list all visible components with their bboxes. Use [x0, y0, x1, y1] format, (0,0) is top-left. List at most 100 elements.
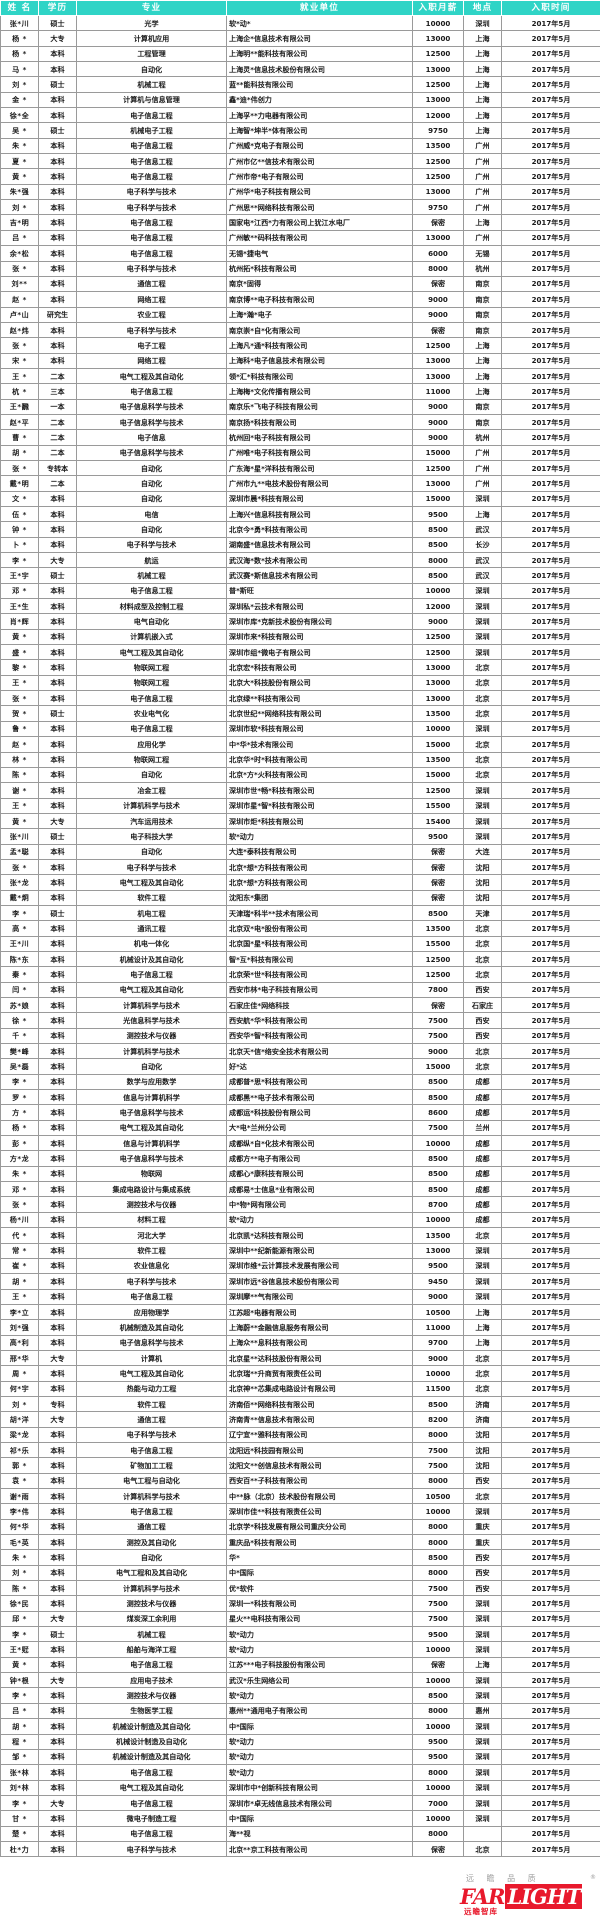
table-row[interactable]: 祁*乐 本科 电子信息工程 沈阳远*科技园有限公司 7500 沈阳 2017年5月 — [0, 1441, 600, 1459]
table-row[interactable]: 吕 * 本科 电子信息工程 广州敏**码科技有限公司 13000 广州 2017年5月 — [0, 229, 600, 247]
table-row[interactable]: 曹 * 二本 电子信息 杭州回*电子科技有限公司 9000 杭州 2017年5月 — [0, 429, 600, 446]
table-row[interactable]: 方*龙 本科 电子信息科学与技术 成都方**电子有限公司 8500 成都 2017年5月 — [0, 1150, 600, 1167]
table-row[interactable]: 王*飜 一本 电子信息科学与技术 南京乐*飞电子科技有限公司 9000 南京 2017年5月 — [0, 398, 600, 415]
table-row[interactable]: 戴*炯 本科 软件工程 沈阳东*集团 保密 沈阳 2017年5月 — [0, 889, 600, 906]
table-row[interactable]: 赵*平 二本 电子信息科学与技术 南京扬*科技有限公司 9000 南京 2017年5月 — [0, 413, 600, 431]
table-row[interactable]: 夏 * 本科 电子信息工程 广州市亿**信技术有限公司 12500 广州 2017年5月 — [0, 153, 600, 170]
table-row[interactable]: 崔 * 本科 农业信息化 深圳市维*云计算技术发展有限公司 9500 深圳 2017年5月 — [0, 1257, 600, 1275]
table-row[interactable]: 袁 * 本科 电气工程与自动化 西安百**子科技有限公司 8000 西安 2017年5月 — [0, 1472, 600, 1490]
table-row[interactable]: 彭 * 本科 信息与计算机科学 成都纵*自*化技术有限公司 10000 成都 2017年5月 — [0, 1135, 600, 1152]
table-row[interactable]: 何*宇 本科 热能与动力工程 北京神**芯集成电路设计有限公司 11500 北京 2017年… — [0, 1380, 600, 1397]
table-row[interactable]: 张*川 硕士 电子科技大学 软*动力 9500 深圳 2017年5月 — [0, 828, 600, 845]
table-row[interactable]: 张 * 本科 电子科学与技术 北京*想*方科技有限公司 保密 沈阳 2017年5月 — [0, 858, 600, 876]
column-header-education[interactable]: 学历 — [38, 0, 77, 16]
table-row[interactable]: 秦 * 本科 电子信息工程 北京荣*世*科技有限公司 12500 北京 2017年5月 — [0, 966, 600, 983]
table-row[interactable]: 王*川 本科 机电一体化 北京国*星*科技有限公司 15500 北京 2017年5月 — [0, 935, 600, 952]
table-row[interactable]: 李 * 大专 电子信息工程 深圳市*卓无线信息技术有限公司 7000 深圳 2017年5月 — [0, 1794, 600, 1812]
table-row[interactable]: 李 * 本科 数学与应用数学 成都普*思*科技有限公司 8500 成都 2017年5月 — [0, 1073, 600, 1091]
table-row[interactable]: 罗 * 本科 信息与计算机科学 成都黑**电子技术有限公司 8500 成都 2017年5月 — [0, 1089, 600, 1106]
table-row[interactable]: 李 * 硕士 机电工程 天津瑞*科半**技术有限公司 8500 天津 2017年5月 — [0, 904, 600, 922]
table-row[interactable]: 常 * 本科 软件工程 深圳中**纪新能源有限公司 13000 深圳 2017年5月 — [0, 1242, 600, 1259]
table-row[interactable]: 刘** 本科 通信工程 南京*固得 保密 南京 2017年5月 — [0, 275, 600, 293]
table-row[interactable]: 文 * 本科 自动化 深圳市晨*科技有限公司 15000 深圳 2017年5月 — [0, 490, 600, 508]
table-row[interactable]: 程 * 本科 机械设计制造及自动化 软*动力 9500 深圳 2017年5月 — [0, 1733, 600, 1750]
table-row[interactable]: 胡*洋 大专 通信工程 济南青**信息技术有限公司 8200 济南 2017年5月 — [0, 1411, 600, 1428]
table-row[interactable]: 梁*龙 本科 电子科学与技术 辽宁宜**雅科技有限公司 8000 沈阳 2017年5月 — [0, 1426, 600, 1443]
table-row[interactable]: 谢 * 本科 冶金工程 深圳市世*畅*科技有限公司 12500 深圳 2017年5月 — [0, 782, 600, 799]
table-row[interactable]: 杨*川 本科 材料工程 软*动力 10000 成都 2017年5月 — [0, 1211, 600, 1229]
table-row[interactable]: 肖*辉 本科 电气自动化 深圳市库*克新技术股份有限公司 9000 深圳 2017年5月 — [0, 613, 600, 630]
table-row[interactable]: 张 * 专转本 自动化 广东海*星*洋科技有限公司 12500 广州 2017年5月 — [0, 459, 600, 477]
table-row[interactable]: 卢*山 研究生 农业工程 上海*瀚*电子 9000 南京 2017年5月 — [0, 306, 600, 323]
table-row[interactable]: 李*立 本科 应用物理学 江苏超*电器有限公司 10500 上海 2017年5月 — [0, 1303, 600, 1321]
table-row[interactable]: 刘 * 硕士 机械工程 蓝**能科技有限公司 12500 上海 2017年5月 — [0, 76, 600, 93]
table-row[interactable]: 张 * 本科 电子信息工程 北京绿**科技有限公司 13000 北京 2017年5月 — [0, 690, 600, 707]
table-row[interactable]: 邓 * 本科 电子信息工程 普*斯旺 10000 深圳 2017年5月 — [0, 582, 600, 600]
table-row[interactable]: 郭 * 本科 矿物加工工程 沈阳文**创信息技术有限公司 7500 沈阳 2017年5月 — [0, 1457, 600, 1474]
table-row[interactable]: 楚 * 本科 电子信息工程 海**视 8000 2017年5月 — [0, 1825, 600, 1842]
column-header-employer[interactable]: 就业单位 — [226, 0, 413, 16]
table-row[interactable]: 刘 * 本科 电子科学与技术 广州思**网络科技有限公司 9750 广州 2017年5月 — [0, 199, 600, 216]
table-row[interactable]: 李 * 大专 航运 武汉海*数*技术有限公司 8000 武汉 2017年5月 — [0, 552, 600, 569]
table-row[interactable]: 赵*炜 本科 电子科学与技术 南京崇*自*化有限公司 保密 南京 2017年5月 — [0, 321, 600, 339]
table-row[interactable]: 张*川 硕士 光学 软*动* 10000 深圳 2017年5月 — [0, 14, 600, 32]
table-row[interactable]: 黄 * 大专 汽车运用技术 深圳市炬*科技有限公司 15400 深圳 2017年5月 — [0, 812, 600, 830]
table-row[interactable]: 杨 * 本科 电气工程及其自动化 大*电*兰州分公司 7500 兰州 2017年5月 — [0, 1119, 600, 1137]
table-row[interactable]: 黄 * 本科 计算机嵌入式 深圳市来*科技有限公司 12500 深圳 2017年5月 — [0, 628, 600, 646]
table-row[interactable]: 胡 * 二本 电子信息科学与技术 广州唯*电子科技有限公司 15000 广州 2017年5月 — [0, 444, 600, 461]
table-row[interactable]: 朱 * 本科 电子信息工程 广州威*克电子有限公司 13500 广州 2017年5月 — [0, 137, 600, 155]
column-header-location[interactable]: 地点 — [463, 0, 502, 16]
column-header-start-date[interactable]: 入职时间 — [501, 0, 600, 16]
table-row[interactable]: 陈 * 本科 计算机科学与技术 优*软件 7500 西安 2017年5月 — [0, 1580, 600, 1597]
table-row[interactable]: 方 * 本科 电子信息科学与技术 成都运*科技股份有限公司 8600 成都 2017年5月 — [0, 1104, 600, 1121]
table-row[interactable]: 朱 * 本科 自动化 华* 8500 西安 2017年5月 — [0, 1549, 600, 1566]
table-row[interactable]: 胡 * 本科 机械设计制造及其自动化 中*国际 10000 深圳 2017年5月 — [0, 1718, 600, 1735]
table-row[interactable]: 吕 * 本科 生物医学工程 惠州**通用电子有限公司 8000 惠州 2017年5月 — [0, 1702, 600, 1720]
table-row[interactable]: 杜*力 本科 电子科学与技术 北京**京工科技有限公司 保密 北京 2017年5月 — [0, 1840, 600, 1858]
table-row[interactable]: 张 * 本科 测控技术与仪器 中*物*网有限公司 8700 成都 2017年5月 — [0, 1196, 600, 1213]
table-row[interactable]: 张*龙 本科 电气工程及其自动化 北京*想*方科技有限公司 保密 沈阳 2017年5月 — [0, 874, 600, 891]
table-row[interactable]: 杨 * 本科 工程管理 上海明**能科技有限公司 12500 上海 2017年5月 — [0, 45, 600, 63]
table-row[interactable]: 王 * 本科 物联网工程 北京大*科技股份有限公司 13000 北京 2017年5月 — [0, 674, 600, 692]
table-row[interactable]: 吴*磊 本科 自动化 好*达 15000 北京 2017年5月 — [0, 1058, 600, 1075]
table-row[interactable]: 李 * 本科 测控技术与仪器 软*动力 8500 深圳 2017年5月 — [0, 1687, 600, 1704]
table-row[interactable]: 钟 * 本科 自动化 北京今*勇*科技有限公司 8500 武汉 2017年5月 — [0, 521, 600, 538]
table-row[interactable]: 刘*林 本科 电气工程及其自动化 深圳市中*创新科技有限公司 10000 深圳 2017年5… — [0, 1779, 600, 1796]
table-row[interactable]: 林 * 本科 物联网工程 北京华*时*科技有限公司 13500 北京 2017年5月 — [0, 751, 600, 768]
table-row[interactable]: 谢*雨 本科 计算机科学与技术 中**脉（北京）技术股份有限公司 10500 北京 2017… — [0, 1487, 600, 1505]
table-row[interactable]: 闫 * 本科 电气工程及其自动化 西安市林*电子科技有限公司 7800 西安 2017年5月 — [0, 981, 600, 999]
table-row[interactable]: 王*生 本科 材料成型及控制工程 深圳私*云技术有限公司 12000 深圳 2017年5月 — [0, 598, 600, 615]
table-row[interactable]: 邹 * 本科 机械设计制造及其自动化 软*动力 9500 深圳 2017年5月 — [0, 1748, 600, 1766]
table-row[interactable]: 刘 * 本科 电气工程和及其自动化 中*国际 8000 西安 2017年5月 — [0, 1564, 600, 1582]
table-row[interactable]: 苏*娘 本科 计算机科学与技术 石家庄佳*网络科技 保密 石家庄 2017年5月 — [0, 996, 600, 1014]
table-row[interactable]: 钟*根 大专 应用电子技术 武汉*乐生网络公司 10000 深圳 2017年5月 — [0, 1672, 600, 1689]
table-row[interactable]: 吉*明 本科 电子信息工程 国家电*江西*力有限公司上犹江水电厂 保密 上海 2017年5月 — [0, 214, 600, 231]
table-row[interactable]: 胡 * 本科 电子科学与技术 深圳市远*谷信息技术股份有限公司 9450 深圳 2017年5… — [0, 1273, 600, 1290]
table-row[interactable]: 吴 * 硕士 机械电子工程 上海智*坤半*体有限公司 9750 上海 2017年5月 — [0, 122, 600, 139]
table-row[interactable]: 周 * 本科 电气工程及其自动化 北京瑞**升商贸有限责任公司 10000 北京 2017年… — [0, 1365, 600, 1382]
table-row[interactable]: 贺 * 硕士 农业电气化 北京世纪**网络科技有限公司 13500 北京 2017年5月 — [0, 705, 600, 722]
table-row[interactable]: 宋 * 本科 网络工程 上海科*电子信息技术有限公司 13000 上海 2017年5月 — [0, 352, 600, 369]
table-row[interactable]: 赵 * 本科 网络工程 南京博**电子科技有限公司 9000 南京 2017年5月 — [0, 291, 600, 308]
table-row[interactable]: 樊*峰 本科 计算机科学与技术 北京天*信*络安全技术有限公司 9000 北京 2017年5… — [0, 1043, 600, 1060]
table-row[interactable]: 徐*民 本科 测控技术与仪器 深圳一*科技有限公司 7500 深圳 2017年5月 — [0, 1595, 600, 1612]
table-row[interactable]: 陈 * 本科 自动化 北京*方*火科技有限公司 15000 北京 2017年5月 — [0, 766, 600, 784]
table-row[interactable]: 邓 * 本科 集成电路设计与集成系统 成都易*士信息*业有限公司 8500 成都 2017年… — [0, 1181, 600, 1198]
table-row[interactable]: 徐 * 本科 光信息科学与技术 西安航*华*科技有限公司 7500 西安 2017年5月 — [0, 1012, 600, 1029]
table-row[interactable]: 陈*东 本科 机械设计及其自动化 智*互*科技有限公司 12500 北京 2017年5月 — [0, 950, 600, 968]
table-row[interactable]: 孟*聪 本科 自动化 大连*泰科技有限公司 保密 大连 2017年5月 — [0, 843, 600, 860]
table-row[interactable]: 高*利 本科 电子信息科学与技术 上海众**息科技有限公司 9700 上海 2017年5月 — [0, 1334, 600, 1351]
table-row[interactable]: 黄 * 本科 电子信息工程 江苏***电子科技股份有限公司 保密 上海 2017年5月 — [0, 1656, 600, 1674]
column-header-salary[interactable]: 入职月薪 — [412, 0, 464, 16]
table-row[interactable]: 杨 * 大专 计算机应用 上海企*信息技术有限公司 13000 上海 2017年5月 — [0, 30, 600, 47]
table-row[interactable]: 余*松 本科 电子信息工程 无锡*捷电气 6000 无锡 2017年5月 — [0, 245, 600, 262]
table-row[interactable]: 卜 * 本科 电子科学与技术 湖南盛*信息技术有限公司 8500 长沙 2017年5月 — [0, 536, 600, 554]
table-row[interactable]: 徐*全 本科 电子信息工程 上海孚**力电器有限公司 12000 上海 2017年5月 — [0, 107, 600, 124]
table-row[interactable]: 张 * 本科 电子科学与技术 杭州拓*科技有限公司 8000 杭州 2017年5月 — [0, 260, 600, 277]
table-row[interactable]: 伍 * 本科 电信 上海兴*信息科技有限公司 9500 上海 2017年5月 — [0, 505, 600, 523]
table-row[interactable]: 王 * 本科 计算机科学与技术 深圳市星*智*科技有限公司 15500 深圳 2017年5月 — [0, 797, 600, 814]
table-row[interactable]: 千 * 本科 测控技术与仪器 西安华*智*科技有限公司 7500 西安 2017年5月 — [0, 1027, 600, 1045]
table-row[interactable]: 刘 * 专科 软件工程 济南佰**网络科技有限公司 8500 济南 2017年5月 — [0, 1395, 600, 1413]
table-row[interactable]: 李*伟 本科 电子信息工程 深圳市佳**科技有限责任公司 10000 深圳 2017年5月 — [0, 1503, 600, 1520]
table-row[interactable]: 黄 * 本科 电子信息工程 广州市帝*电子有限公司 12500 广州 2017年5月 — [0, 168, 600, 185]
